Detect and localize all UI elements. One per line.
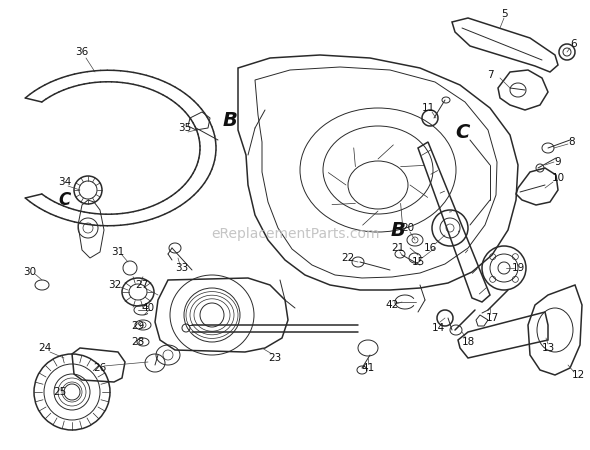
- Text: B: B: [391, 220, 405, 239]
- Text: 5: 5: [501, 9, 507, 19]
- Text: 42: 42: [385, 300, 399, 310]
- Text: 16: 16: [424, 243, 437, 253]
- Text: 27: 27: [135, 280, 149, 290]
- Text: 20: 20: [401, 223, 415, 233]
- Text: 6: 6: [571, 39, 577, 49]
- Text: 19: 19: [512, 263, 525, 273]
- Text: 36: 36: [76, 47, 88, 57]
- Text: 15: 15: [411, 257, 425, 267]
- Text: 40: 40: [142, 303, 155, 313]
- Text: 21: 21: [391, 243, 405, 253]
- Text: 35: 35: [178, 123, 192, 133]
- Text: 14: 14: [431, 323, 445, 333]
- Text: 33: 33: [175, 263, 189, 273]
- Text: 13: 13: [542, 343, 555, 353]
- Text: 26: 26: [93, 363, 107, 373]
- Text: 11: 11: [421, 103, 435, 113]
- Text: 41: 41: [361, 363, 375, 373]
- Text: 34: 34: [58, 177, 71, 187]
- Text: 31: 31: [112, 247, 124, 257]
- Text: 24: 24: [38, 343, 52, 353]
- Text: 9: 9: [555, 157, 561, 167]
- Text: 8: 8: [569, 137, 575, 147]
- Text: 18: 18: [461, 337, 474, 347]
- Text: eReplacementParts.com: eReplacementParts.com: [211, 227, 379, 241]
- Text: 30: 30: [24, 267, 37, 277]
- Text: 22: 22: [342, 253, 355, 263]
- Text: 23: 23: [268, 353, 281, 363]
- Text: C: C: [59, 191, 71, 209]
- Text: 10: 10: [552, 173, 565, 183]
- Text: 25: 25: [53, 387, 67, 397]
- Text: 12: 12: [571, 370, 585, 380]
- Text: 32: 32: [109, 280, 122, 290]
- Text: 17: 17: [486, 313, 499, 323]
- Text: 7: 7: [487, 70, 493, 80]
- Text: B: B: [222, 111, 237, 130]
- Text: C: C: [455, 122, 469, 141]
- Text: 29: 29: [132, 321, 145, 331]
- Text: 28: 28: [132, 337, 145, 347]
